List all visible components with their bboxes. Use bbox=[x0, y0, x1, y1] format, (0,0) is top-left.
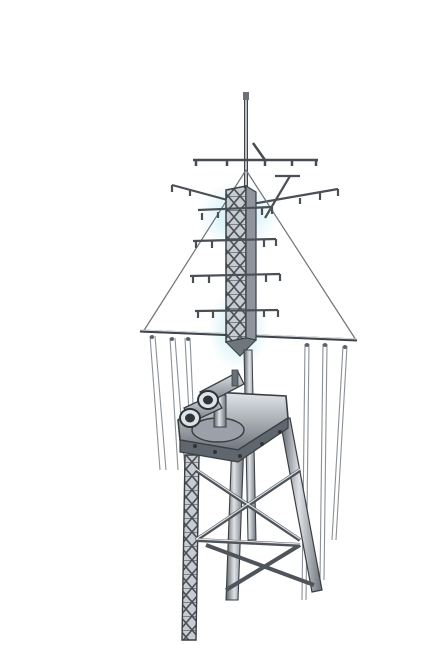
cross-bracing bbox=[194, 468, 315, 592]
rangefinder-binoculars bbox=[179, 369, 245, 443]
lattice-mast bbox=[224, 184, 258, 357]
cross-bracing-highlight bbox=[195, 468, 301, 545]
upper-yardarm bbox=[193, 142, 318, 166]
antenna-arms bbox=[189, 205, 282, 318]
top-pole bbox=[243, 92, 249, 200]
hanging-halyards bbox=[149, 335, 348, 601]
